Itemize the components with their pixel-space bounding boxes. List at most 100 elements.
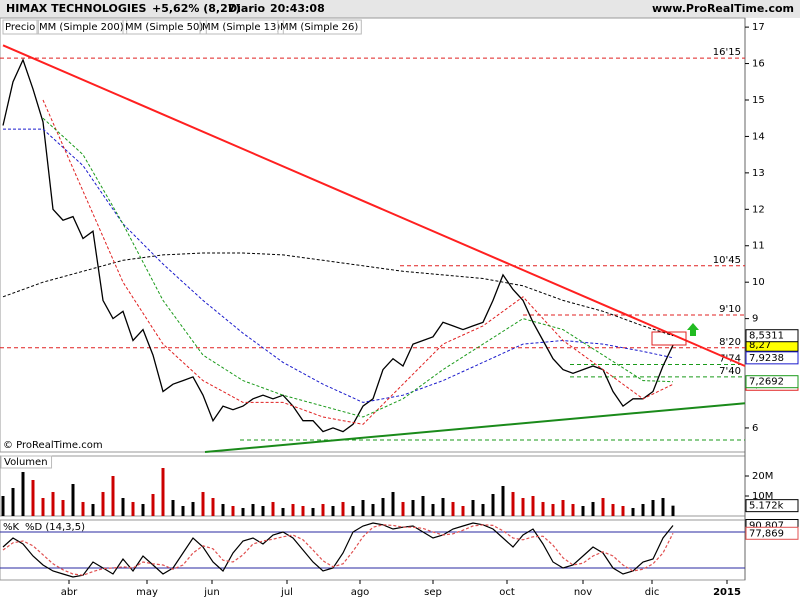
highlight-box [651, 331, 687, 346]
last-value-label: 8,27 [749, 340, 771, 351]
volume-bar [581, 506, 585, 516]
plot: 69101112131415161716'1510'459'108'207'74… [0, 17, 799, 598]
y-tick-label: 10M [752, 491, 773, 502]
volume-bar [411, 500, 415, 516]
legend-box [36, 19, 128, 35]
header-bar [0, 0, 800, 18]
volume-bar [391, 492, 395, 516]
level-label: 9'10 [719, 304, 741, 315]
trend-line [2, 44, 746, 367]
last-value-label: 7,2692 [749, 377, 784, 388]
legend-item: %K [3, 522, 20, 533]
volume-bar [541, 502, 545, 516]
trend-line [204, 402, 746, 453]
volume-bar [481, 504, 485, 516]
volume-bar [551, 504, 555, 516]
moving-average [42, 99, 674, 425]
volume-bar [591, 502, 595, 516]
last-value-box [745, 526, 799, 540]
up-arrow [687, 323, 699, 336]
period: Diario [228, 2, 266, 15]
volume-bar [291, 504, 295, 516]
volume-bar [61, 500, 65, 516]
volume-bar [81, 502, 85, 516]
volume-bar [91, 504, 95, 516]
volume-bar [311, 508, 315, 516]
panel-title-box [0, 455, 53, 469]
x-tick-label: nov [574, 587, 592, 598]
volume-bar [331, 506, 335, 516]
oscillator-line [2, 522, 674, 578]
volume-bar [11, 488, 15, 516]
y-tick-label: 13 [752, 168, 765, 179]
y-tick-label: 9 [752, 314, 758, 325]
legend-item: Precio [5, 22, 35, 33]
legend-item: %D (14,3,5) [25, 522, 85, 533]
panel-frame [0, 519, 746, 581]
y-tick-label: 17 [752, 22, 765, 33]
volume-bar [161, 468, 165, 516]
volume-bar [151, 494, 155, 516]
volume-bar [181, 506, 185, 516]
volume-bar [531, 496, 535, 516]
volume-bar [611, 504, 615, 516]
volume-bar [671, 505, 675, 516]
volume-bar [251, 504, 255, 516]
volume-bar [621, 506, 625, 516]
legend-item: MM (Simple 26) [280, 22, 358, 33]
moving-average [2, 252, 674, 337]
last-value-label: 7,9238 [749, 353, 784, 364]
volume-bar [231, 506, 235, 516]
legend-box [2, 19, 39, 35]
volume-bar [51, 492, 55, 516]
legend-item: MM (Simple 13) [202, 22, 280, 33]
volume-bar [631, 508, 635, 516]
volume-bar [131, 502, 135, 516]
volume-bar [71, 484, 75, 516]
stock-name: HIMAX TECHNOLOGIES [6, 2, 147, 15]
volume-bar [301, 506, 305, 516]
volume-bar [511, 492, 515, 516]
x-tick-label: abr [61, 587, 78, 598]
volume-bar [281, 508, 285, 516]
volume-bar [491, 494, 495, 516]
site: www.ProRealTime.com [652, 2, 794, 15]
volume-bar [471, 500, 475, 516]
volume-bar [171, 500, 175, 516]
level-label: 7'40 [719, 366, 741, 377]
legend-box [199, 19, 284, 35]
volume-bar [121, 498, 125, 516]
volume-bar [41, 498, 45, 516]
volume-bar [561, 500, 565, 516]
time: 20:43:08 [270, 2, 325, 15]
level-label: 16'15 [713, 47, 741, 58]
last-value-label: 90,807 [749, 521, 784, 532]
volume-bar [441, 498, 445, 516]
volume-bar [221, 504, 225, 516]
volume-bar [661, 498, 665, 516]
x-tick-label: sep [424, 587, 442, 598]
volume-bar [101, 492, 105, 516]
volume-bar [401, 502, 405, 516]
volume-bar [321, 504, 325, 516]
last-value-box [745, 351, 799, 365]
y-tick-label: 15 [752, 95, 765, 106]
legend-item: MM (Simple 50) [125, 22, 203, 33]
y-tick-label: 16 [752, 59, 765, 70]
volume-bar [431, 504, 435, 516]
volume-bar [571, 504, 575, 516]
x-tick-label: may [136, 587, 158, 598]
legend-item: MM (Simple 200) [39, 22, 124, 33]
last-value-label: 5.172k [749, 501, 784, 512]
volume-bar [31, 480, 35, 516]
volume-bar [641, 504, 645, 516]
y-tick-label: 20M [752, 471, 773, 482]
volume-bar [141, 504, 145, 516]
level-label: 10'45 [713, 255, 741, 266]
panel-frame [0, 17, 746, 453]
volume-bar [21, 472, 25, 516]
volume-bar [271, 502, 275, 516]
volume-bar [461, 506, 465, 516]
volume-bar [1, 496, 5, 516]
